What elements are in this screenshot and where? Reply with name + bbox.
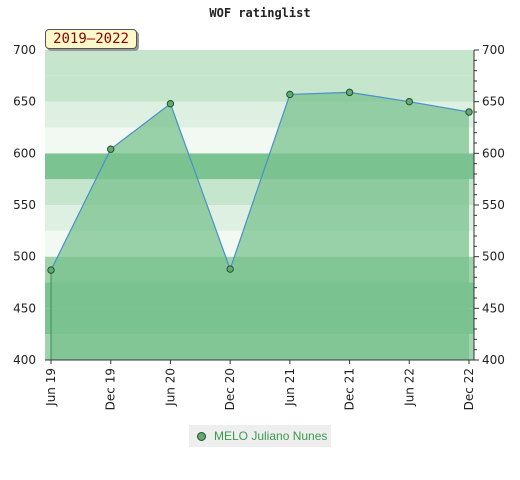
legend: MELO Juliano Nunes xyxy=(189,425,331,447)
legend-series-label: MELO Juliano Nunes xyxy=(214,429,328,443)
data-point xyxy=(47,266,55,274)
y-tick-label-right: 450 xyxy=(482,301,505,315)
y-tick-label-left: 550 xyxy=(13,198,36,212)
x-tick-label: Jun 20 xyxy=(163,368,177,407)
period-badge: 2019–2022 xyxy=(45,29,137,49)
legend-marker-icon xyxy=(197,432,206,441)
data-point xyxy=(226,265,234,273)
background-band xyxy=(45,50,474,76)
data-point xyxy=(345,88,354,97)
y-axis-left: 400 450 500 550 600 650 700 xyxy=(13,43,36,367)
x-tick-label: Jun 19 xyxy=(44,368,58,407)
y-tick-label-left: 650 xyxy=(13,95,36,109)
x-tick-label: Dec 19 xyxy=(104,368,118,410)
y-tick-label-left: 400 xyxy=(13,353,36,367)
y-tick-label-right: 400 xyxy=(482,353,505,367)
series-line xyxy=(50,91,470,271)
x-tick-label: Dec 21 xyxy=(343,368,357,410)
data-point xyxy=(286,90,294,99)
y-axis-right: 400 450 500 550 600 650 700 xyxy=(482,43,505,367)
y-tick-label-right: 500 xyxy=(482,250,505,264)
chart-title: WOF ratinglist xyxy=(209,6,310,20)
x-tick-label: Jun 21 xyxy=(283,368,297,407)
data-markers xyxy=(47,88,473,274)
x-tick-label: Dec 20 xyxy=(223,368,237,410)
series-area xyxy=(51,92,469,360)
period-label: 2019–2022 xyxy=(53,31,129,47)
y-tick-label-right: 650 xyxy=(482,95,505,109)
x-tick-label: Dec 22 xyxy=(462,368,476,410)
x-tick-label: Jun 22 xyxy=(402,368,416,407)
y-tick-label-left: 500 xyxy=(13,250,36,264)
data-point xyxy=(465,108,473,116)
y-tick-label-right: 550 xyxy=(482,198,505,212)
axes xyxy=(45,49,479,364)
data-point xyxy=(107,145,115,153)
y-tick-label-right: 600 xyxy=(482,146,505,160)
data-point xyxy=(166,100,175,108)
y-tick-label-left: 700 xyxy=(13,43,36,57)
background-band xyxy=(45,75,474,102)
data-point xyxy=(405,97,413,106)
y-tick-label-left: 600 xyxy=(13,146,36,160)
data-area xyxy=(50,91,470,360)
x-axis: Jun 19 Dec 19 Jun 20 Dec 20 Jun 21 Dec 21 Jun … xyxy=(44,368,476,410)
y-tick-label-left: 450 xyxy=(13,301,36,315)
y-tick-label-right: 700 xyxy=(482,43,505,57)
